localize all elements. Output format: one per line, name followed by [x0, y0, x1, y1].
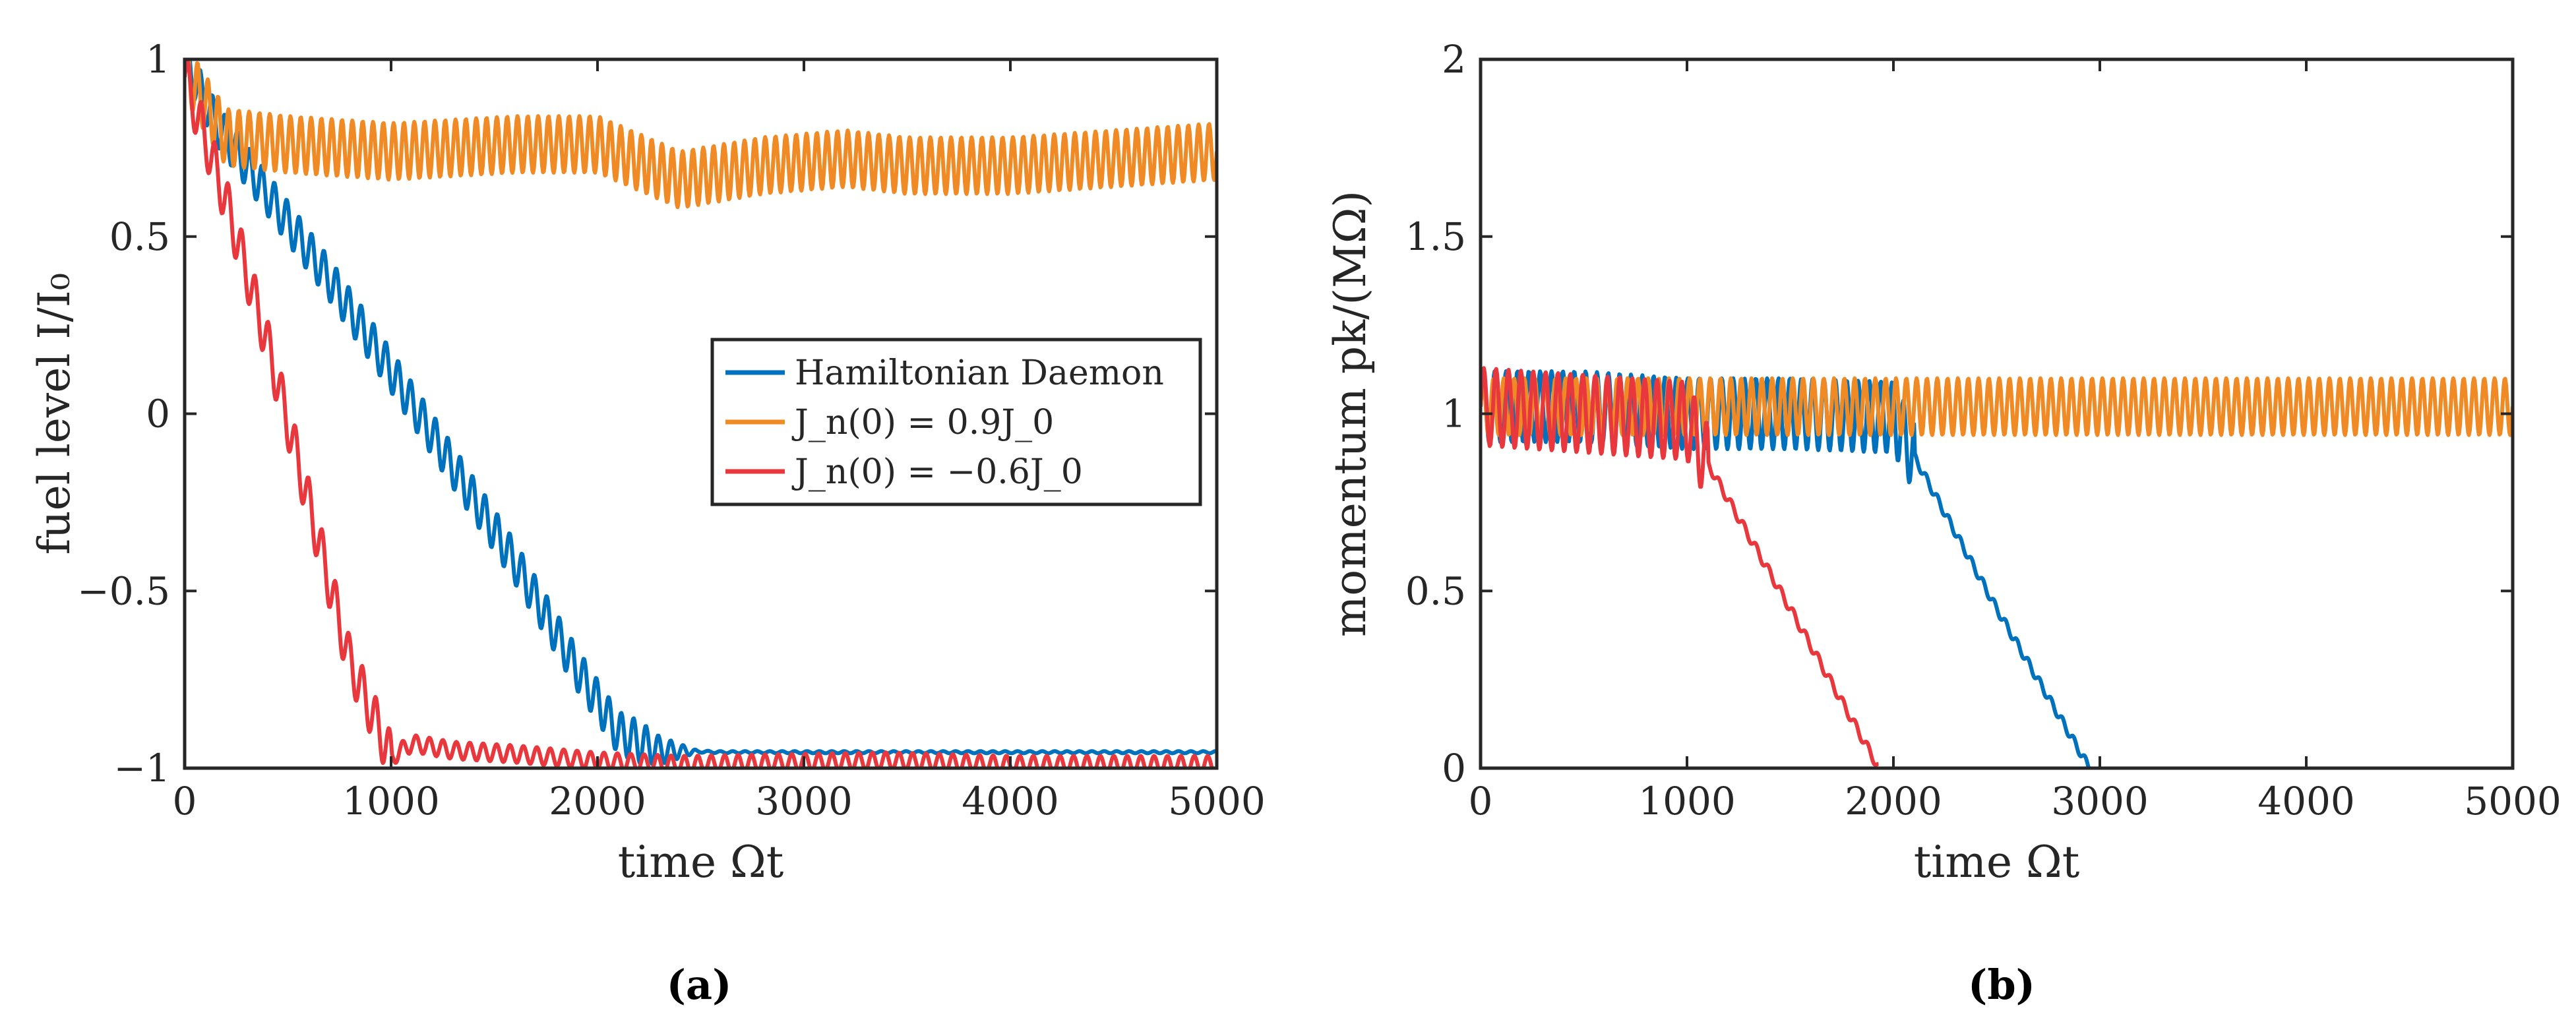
x-axis-label: time Ωt — [1914, 837, 2080, 887]
legend-entry: J_n(0) = 0.9J_0 — [791, 403, 1054, 442]
legend-box — [710, 338, 1202, 506]
x-tick-label: 0 — [173, 779, 197, 824]
x-tick-label: 5000 — [1168, 779, 1266, 824]
x-tick-label: 1000 — [342, 779, 440, 824]
y-axis-label: momentum pk/(MΩ) — [1325, 191, 1376, 637]
y-tick-label: −1 — [114, 746, 171, 791]
y-tick-label: 0 — [146, 392, 170, 436]
x-tick-label: 5000 — [2464, 779, 2561, 824]
series-line-2 — [185, 59, 1217, 210]
panel-b-chart: 0 1000 2000 3000 4000 5000 0 0.5 1 1.5 2 time Ωt mom… — [1325, 37, 2561, 887]
y-tick-label: 0.5 — [1405, 568, 1466, 613]
legend-entry: Hamiltonian Daemon — [795, 353, 1164, 393]
panel-b-caption: (b) — [1968, 961, 2035, 1009]
series-line-3 — [185, 59, 1215, 768]
x-axis-label: time Ωt — [618, 837, 784, 887]
x-tick-label: 3000 — [755, 779, 853, 824]
x-tick-label: 4000 — [962, 779, 1059, 824]
series-line-3 — [1481, 366, 1880, 767]
x-tick-label: 4000 — [2257, 779, 2355, 824]
y-tick-label: 1.5 — [1405, 214, 1466, 259]
y-tick-label: 0 — [1442, 746, 1466, 791]
y-tick-label: −0.5 — [77, 568, 170, 613]
x-tick-label: 2000 — [549, 779, 646, 824]
legend-entry: J_n(0) = −0.6J_0 — [791, 452, 1083, 492]
x-tick-label: 2000 — [1845, 779, 1942, 824]
panel-a-caption: (a) — [667, 961, 732, 1009]
y-tick-label: 0.5 — [109, 214, 170, 259]
x-tick-label: 3000 — [2051, 779, 2149, 824]
series-line-1 — [185, 59, 1217, 766]
x-tick-label: 1000 — [1638, 779, 1736, 824]
y-tick-label: 2 — [1442, 37, 1466, 82]
y-tick-label: 1 — [1442, 392, 1466, 436]
y-tick-label: 1 — [146, 37, 170, 82]
panel-a-chart: 0 1000 2000 3000 4000 5000 −1 −0.5 0 0.5 1 time Ωt f… — [29, 37, 1266, 887]
y-axis-label: fuel level I/I₀ — [29, 273, 80, 555]
x-tick-label: 0 — [1469, 779, 1493, 824]
